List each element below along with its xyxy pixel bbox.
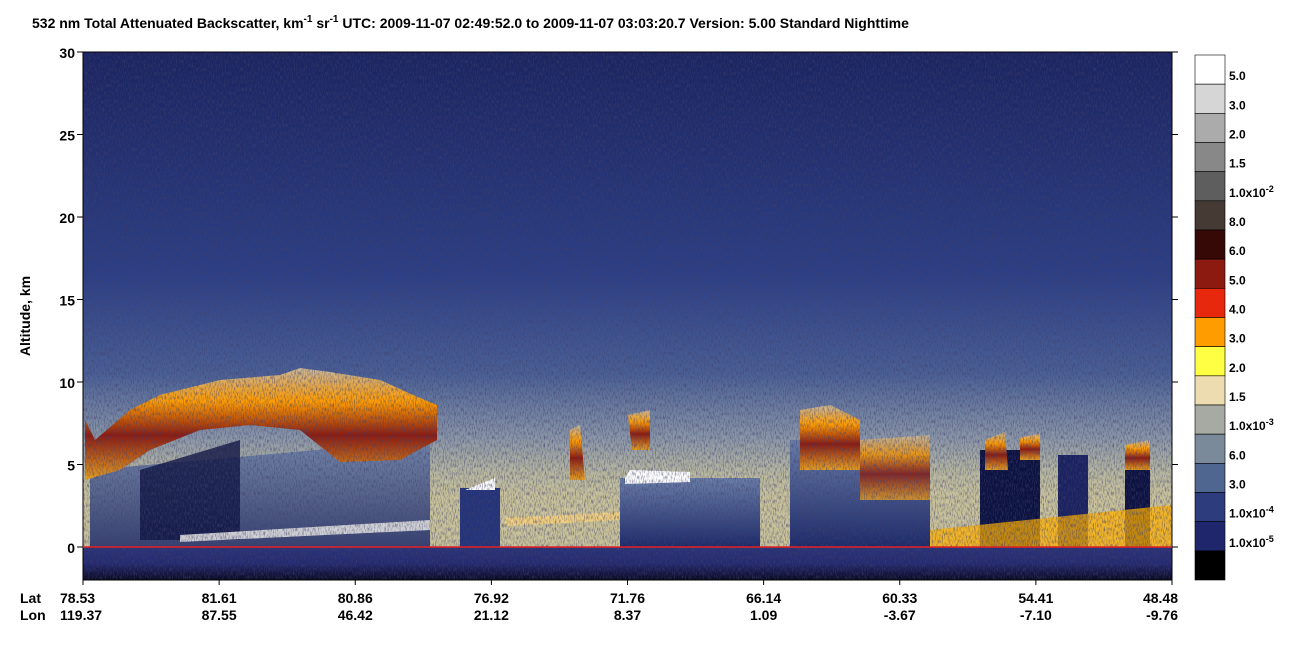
y-tick-label: 15 bbox=[59, 293, 75, 309]
row-label: Lat bbox=[20, 590, 41, 606]
colorbar-label-base: 1.0x10 bbox=[1229, 419, 1266, 433]
colorbar-label-exponent: -4 bbox=[1266, 505, 1274, 515]
colorbar-label: 1.0x10-4 bbox=[1229, 505, 1274, 521]
colorbar-label: 3.0 bbox=[1229, 478, 1246, 492]
latitude-label: 76.92 bbox=[474, 590, 509, 606]
title-superscript: -1 bbox=[304, 14, 313, 25]
longitude-label: 46.42 bbox=[338, 607, 373, 623]
latitude-label: 60.33 bbox=[882, 590, 917, 606]
colorbar-swatch bbox=[1194, 171, 1226, 202]
colorbar-label-base: 1.0x10 bbox=[1229, 507, 1266, 521]
colorbar-label: 6.0 bbox=[1229, 448, 1246, 462]
colorbar-swatch bbox=[1194, 288, 1226, 318]
longitude-label: 21.12 bbox=[474, 607, 509, 623]
longitude-label: 1.09 bbox=[750, 607, 777, 623]
colorbar-label-base: 1.0x10 bbox=[1229, 186, 1266, 200]
colorbar-label: 6.0 bbox=[1229, 244, 1246, 258]
colorbar-swatch bbox=[1194, 550, 1226, 581]
row-label: Lon bbox=[20, 607, 46, 623]
colorbar-swatch bbox=[1194, 113, 1226, 143]
y-tick-label: 25 bbox=[59, 128, 75, 144]
colorbar-label: 1.0x10-2 bbox=[1229, 184, 1274, 200]
colorbar-label: 1.5 bbox=[1229, 390, 1246, 404]
colorbar-swatch bbox=[1194, 375, 1226, 406]
colorbar-label-exponent: -3 bbox=[1266, 417, 1274, 427]
curtain-image bbox=[83, 52, 1172, 580]
title-text: sr bbox=[312, 15, 330, 31]
colorbar-label: 1.0x10-3 bbox=[1229, 417, 1274, 433]
colorbar-label: 2.0 bbox=[1229, 128, 1246, 142]
colorbar-swatch bbox=[1194, 521, 1226, 552]
colorbar-label: 1.0x10-5 bbox=[1229, 534, 1274, 550]
longitude-label: -7.10 bbox=[1020, 607, 1052, 623]
colorbar-swatch bbox=[1194, 258, 1226, 289]
title-text: 532 nm Total Attenuated Backscatter, km bbox=[32, 15, 304, 31]
longitude-label: -9.76 bbox=[1146, 607, 1178, 623]
colorbar-label: 3.0 bbox=[1229, 98, 1246, 112]
colorbar-label: 5.0 bbox=[1229, 69, 1246, 83]
colorbar-label-exponent: -2 bbox=[1266, 184, 1274, 194]
colorbar-label-exponent: -5 bbox=[1266, 534, 1274, 544]
title-text: UTC: 2009-11-07 02:49:52.0 to 2009-11-07… bbox=[338, 15, 909, 31]
noise-texture bbox=[83, 52, 1172, 580]
longitude-label: 119.37 bbox=[60, 607, 102, 623]
colorbar-swatch bbox=[1194, 463, 1226, 493]
colorbar-swatch bbox=[1194, 317, 1226, 347]
y-tick-label: 10 bbox=[59, 375, 75, 391]
y-tick-label: 0 bbox=[67, 540, 75, 556]
latitude-label: 48.48 bbox=[1143, 590, 1178, 606]
colorbar-label: 8.0 bbox=[1229, 215, 1246, 229]
colorbar-swatch bbox=[1194, 346, 1226, 377]
latitude-label: 66.14 bbox=[746, 590, 781, 606]
title-superscript: -1 bbox=[330, 14, 339, 25]
colorbar-label: 3.0 bbox=[1229, 332, 1246, 346]
colorbar-swatch bbox=[1194, 404, 1226, 435]
latitude-label: 80.86 bbox=[338, 590, 373, 606]
latitude-label: 71.76 bbox=[610, 590, 645, 606]
latitude-label: 54.41 bbox=[1018, 590, 1053, 606]
colorbar-swatch bbox=[1194, 492, 1226, 522]
colorbar-swatch bbox=[1194, 54, 1226, 85]
colorbar-label: 2.0 bbox=[1229, 361, 1246, 375]
y-axis-label: Altitude, km bbox=[17, 276, 33, 356]
longitude-label: 87.55 bbox=[202, 607, 237, 623]
colorbar-swatch bbox=[1194, 200, 1226, 231]
colorbar-swatch bbox=[1194, 229, 1226, 260]
y-tick-label: 30 bbox=[59, 45, 75, 61]
latitude-label: 81.61 bbox=[202, 590, 237, 606]
colorbar-swatch bbox=[1194, 433, 1226, 464]
latitude-label: 78.53 bbox=[60, 590, 95, 606]
longitude-label: 8.37 bbox=[614, 607, 641, 623]
longitude-label: -3.67 bbox=[884, 607, 916, 623]
y-tick-label: 20 bbox=[59, 210, 75, 226]
colorbar-label-base: 1.0x10 bbox=[1229, 536, 1266, 550]
colorbar-label: 4.0 bbox=[1229, 303, 1246, 317]
y-tick-label: 5 bbox=[67, 458, 75, 474]
colorbar-swatch bbox=[1194, 142, 1226, 172]
chart-title: 532 nm Total Attenuated Backscatter, km-… bbox=[32, 14, 909, 31]
colorbar-swatch bbox=[1194, 83, 1226, 114]
colorbar-label: 1.5 bbox=[1229, 157, 1246, 171]
colorbar-label: 5.0 bbox=[1229, 273, 1246, 287]
